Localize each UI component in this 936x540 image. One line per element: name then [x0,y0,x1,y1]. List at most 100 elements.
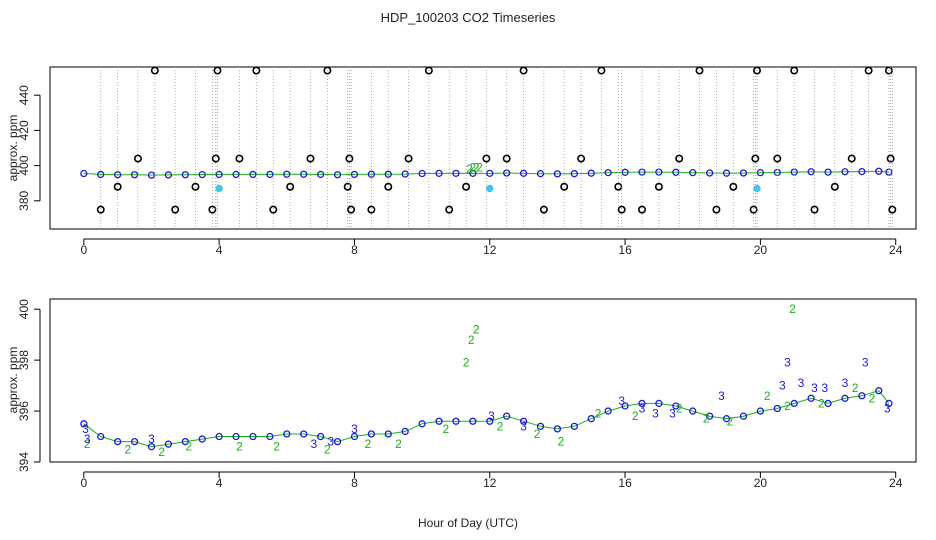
baseline-point [503,412,511,420]
flag-2-point: 2 [273,440,280,454]
flag-3-point: 3 [669,407,676,421]
baseline-line [83,390,890,448]
baseline-point [452,417,460,425]
flag-2-point: 2 [236,440,243,454]
flag-3-point: 3 [811,381,818,395]
spike-point [96,205,105,214]
flag-2-point: 2 [466,162,473,176]
y-tick-label: 394 [17,452,31,472]
top-panel-frame [49,66,917,230]
series-3 [215,184,761,193]
baseline-point [384,170,392,178]
baseline-point [570,170,578,178]
baseline-point [164,440,173,448]
spike-point [519,66,528,75]
flag-2-point: 2 [442,422,449,436]
spike-point [323,66,332,75]
y-tick-label: 440 [17,85,31,105]
baseline-point [97,432,105,441]
baseline-point [435,417,443,425]
flag-2-point: 2 [595,407,602,421]
flag-2-point: 2 [185,440,192,454]
baseline-point [114,437,122,446]
flag-3-point: 3 [821,381,828,395]
spike-point [286,182,295,191]
baseline-point [164,171,173,179]
baseline-point [536,170,545,178]
baseline-point [722,415,731,423]
flag-2-point: 2 [852,381,859,395]
flag-2-point: 2 [84,437,91,451]
baseline-point [689,407,697,415]
baseline-point [604,169,612,177]
spike-point [343,182,352,191]
y-tick-label: 398 [17,350,31,370]
spike-point [749,205,758,214]
flag-3-point: 3 [488,409,495,423]
x-axis-label: Hour of Day (UTC) [418,516,518,530]
baseline-point [858,392,866,400]
spike-point [751,154,760,163]
baseline-point [114,171,122,179]
baseline-point [858,167,866,176]
spike-point [191,182,200,191]
baseline-point [266,170,274,179]
flag-2-point: 2 [470,160,477,174]
flag-2-point: 2 [557,435,564,449]
baseline-point [638,399,646,408]
baseline-point [418,420,426,428]
flag-2-point: 2 [764,389,771,403]
baseline-point [824,168,832,176]
top-panel-y-label: approx. ppm [6,115,20,182]
baseline-point [300,170,308,178]
y-tick-label: 380 [17,190,31,210]
series-0 [80,387,893,451]
cyan-point [753,184,761,193]
baseline-point [367,430,376,438]
flag-3-point: 3 [148,432,155,446]
spike-point [367,205,376,214]
spike-point [864,66,873,75]
x-tick-label: 24 [889,243,903,257]
baseline-point [790,399,798,408]
baseline-point [519,417,528,425]
flag-3-point: 3 [618,394,625,408]
spike-point [113,182,122,191]
spike-point [235,154,244,163]
baseline-point [198,435,206,443]
baseline-point [215,432,223,441]
spike-point [404,154,413,163]
spike-point [712,205,721,214]
baseline-point [705,412,714,420]
spike-point [654,182,663,191]
baseline-point [181,437,189,446]
spike-point [830,182,839,191]
baseline-point [316,170,325,179]
baseline-point [350,432,359,441]
baseline-point [80,420,88,428]
spike-point [208,205,217,214]
flag-3-point: 3 [84,432,91,446]
flag-2-point: 2 [324,442,331,456]
baseline-point [232,432,240,441]
baseline-point [469,169,477,178]
baseline-point [553,170,562,178]
baseline-point [587,169,595,177]
series-1 [96,66,897,229]
cyan-point [215,184,223,193]
baseline-point [215,170,223,179]
flag-2-point: 2 [497,419,504,433]
spike-point [614,182,623,191]
figure-title: HDP_100203 CO2 Timeseries [381,10,556,25]
baseline-point [401,170,409,178]
spike-point [424,66,433,75]
spike-point [577,154,586,163]
spike-point [269,205,278,214]
spike-point [384,182,393,191]
spike-point [847,154,856,163]
spike-point [790,66,799,75]
bottom-panel-y-axis: 394 396 398 400 [17,299,41,472]
